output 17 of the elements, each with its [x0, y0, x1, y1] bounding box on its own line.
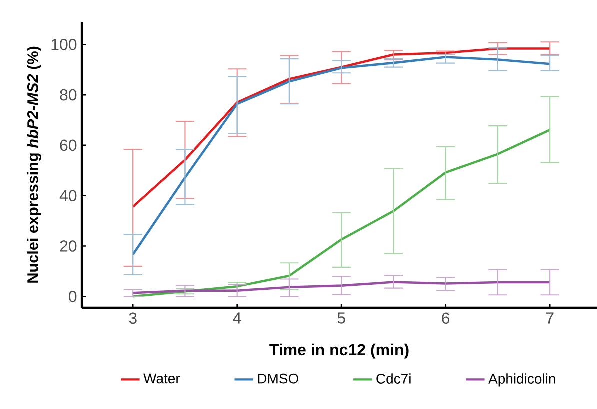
- y-tick-label: 80: [60, 89, 77, 101]
- y-tick-label: 40: [60, 190, 77, 202]
- x-tick-label: 4: [233, 312, 242, 324]
- legend-label: Cdc7i: [376, 374, 411, 384]
- x-tick-label: 5: [338, 312, 346, 324]
- x-tick-label: 3: [129, 312, 137, 324]
- y-tick-label: 20: [60, 240, 77, 252]
- y-tick-label: 0: [69, 290, 77, 302]
- legend-label: Water: [144, 374, 180, 384]
- y-axis-title: Nuclei expressing hbP2-MS2 (%): [27, 46, 42, 283]
- legend-label: Aphidicolin: [488, 374, 556, 387]
- x-tick-label: 6: [442, 312, 450, 324]
- y-tick-label: 60: [60, 140, 77, 152]
- y-tick-label: 100: [52, 39, 77, 50]
- legend-label: DMSO: [258, 374, 298, 384]
- x-tick-label: 7: [546, 312, 554, 324]
- x-axis-title: Time in nc12 (min): [270, 344, 409, 359]
